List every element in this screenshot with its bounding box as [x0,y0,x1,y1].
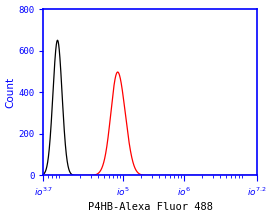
X-axis label: P4HB-Alexa Fluor 488: P4HB-Alexa Fluor 488 [88,203,213,213]
Y-axis label: Count: Count [5,77,16,108]
